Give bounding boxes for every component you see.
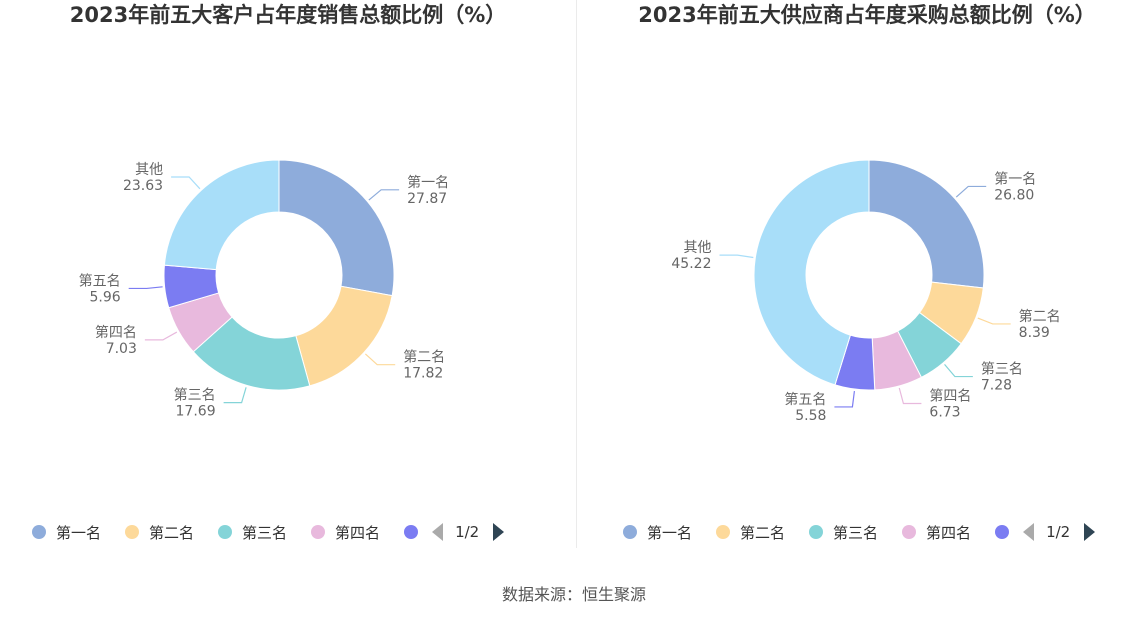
legend-item-2[interactable]: 第二名 — [125, 522, 194, 543]
legend-label: 第三名 — [242, 523, 288, 542]
slice-value-label: 8.39 — [1019, 325, 1050, 341]
slice-value-label: 17.82 — [403, 366, 443, 382]
legend-item-3[interactable]: 第三名 — [218, 522, 287, 543]
legend-label: 第二名 — [149, 523, 195, 542]
pager-prev-icon[interactable] — [432, 523, 444, 541]
legend-item-1[interactable]: 第一名 — [32, 522, 101, 543]
slice-category-label: 第四名 — [95, 324, 137, 341]
supplier-chart-panel: 2023年前五大供应商占年度采购总额比例（%） 第一名 26.80 第二名 8.39 第… — [577, 0, 1148, 560]
legend-swatch — [623, 525, 637, 539]
leader-line — [223, 387, 247, 404]
leader-line — [719, 254, 754, 259]
leader-line — [144, 331, 178, 341]
pager-next-icon[interactable] — [1084, 523, 1096, 541]
donut-slice[interactable] — [753, 159, 870, 386]
chart-legend: 第一名 第二名 第三名 第四名 1/2 — [623, 518, 1096, 546]
slice-category-label: 其他 — [683, 240, 711, 256]
slice-value-label: 6.73 — [929, 404, 960, 420]
slice-value-label: 17.69 — [176, 404, 216, 420]
donut-slice[interactable] — [868, 159, 985, 289]
slice-category-label: 第三名 — [174, 387, 216, 404]
slice-value-label: 26.80 — [994, 187, 1034, 203]
slice-value-label: 5.96 — [90, 289, 121, 305]
leader-line — [128, 286, 163, 290]
slice-category-label: 第一名 — [994, 170, 1036, 187]
legend-item-3[interactable]: 第三名 — [809, 522, 878, 543]
slice-category-label: 第二名 — [403, 349, 445, 366]
chart-title: 2023年前五大供应商占年度采购总额比例（%） — [638, 3, 1096, 27]
legend-pager: 1/2 — [404, 523, 505, 541]
leader-line — [834, 391, 856, 408]
chart-legend: 第一名 第二名 第三名 第四名 1/2 — [32, 518, 505, 546]
legend-swatch — [902, 525, 917, 539]
legend-swatch — [32, 525, 46, 539]
legend-item-1[interactable]: 第一名 — [623, 522, 692, 543]
slice-value-label: 45.22 — [671, 256, 711, 272]
leader-line — [977, 317, 1011, 325]
slice-value-label: 27.87 — [407, 191, 447, 207]
slice-category-label: 第五名 — [784, 391, 826, 408]
legend-label: 第四名 — [926, 523, 972, 542]
legend-item-4[interactable]: 第四名 — [902, 522, 971, 543]
slice-value-label: 23.63 — [123, 178, 163, 194]
slice-category-label: 第四名 — [929, 387, 971, 404]
leader-line — [898, 387, 922, 405]
legend-item-4[interactable]: 第四名 — [311, 522, 380, 543]
pager-next-icon[interactable] — [493, 523, 505, 541]
donut-slice[interactable] — [278, 159, 395, 297]
leader-line — [364, 353, 396, 366]
legend-label: 第二名 — [740, 523, 786, 542]
legend-pager: 1/2 — [995, 523, 1096, 541]
legend-item-5-swatch[interactable] — [995, 525, 1010, 539]
pager-prev-icon[interactable] — [1023, 523, 1035, 541]
legend-label: 第一名 — [647, 523, 693, 542]
slice-category-label: 第二名 — [1019, 308, 1061, 325]
leader-line — [955, 185, 987, 198]
legend-swatch — [809, 525, 824, 539]
legend-swatch — [125, 525, 140, 539]
slice-category-label: 其他 — [135, 162, 163, 178]
legend-swatch — [311, 525, 326, 539]
customer-chart-panel: 2023年前五大客户占年度销售总额比例（%） 第一名 27.87 第二名 17.82 第… — [0, 0, 576, 560]
chart-title: 2023年前五大客户占年度销售总额比例（%） — [69, 3, 507, 27]
slice-value-label: 7.28 — [981, 378, 1012, 394]
donut-slice[interactable] — [163, 159, 280, 271]
leader-line — [944, 363, 973, 378]
legend-label: 第一名 — [56, 523, 102, 542]
slice-category-label: 第三名 — [981, 361, 1023, 378]
pager-text: 1/2 — [1046, 523, 1071, 541]
slice-category-label: 第一名 — [407, 174, 449, 191]
donut-slice[interactable] — [295, 285, 393, 387]
legend-label: 第四名 — [335, 523, 381, 542]
legend-swatch — [218, 525, 233, 539]
slice-value-label: 7.03 — [106, 341, 137, 357]
legend-item-2[interactable]: 第二名 — [716, 522, 785, 543]
data-source: 数据来源：恒生聚源 — [501, 585, 646, 604]
slice-value-label: 5.58 — [795, 408, 826, 424]
legend-label: 第三名 — [833, 523, 879, 542]
pager-text: 1/2 — [455, 523, 480, 541]
panel-divider — [576, 0, 577, 548]
leader-line — [368, 189, 400, 201]
legend-swatch — [716, 525, 731, 539]
slice-category-label: 第五名 — [79, 272, 121, 289]
leader-line — [171, 176, 201, 190]
legend-item-5-swatch[interactable] — [404, 525, 419, 539]
